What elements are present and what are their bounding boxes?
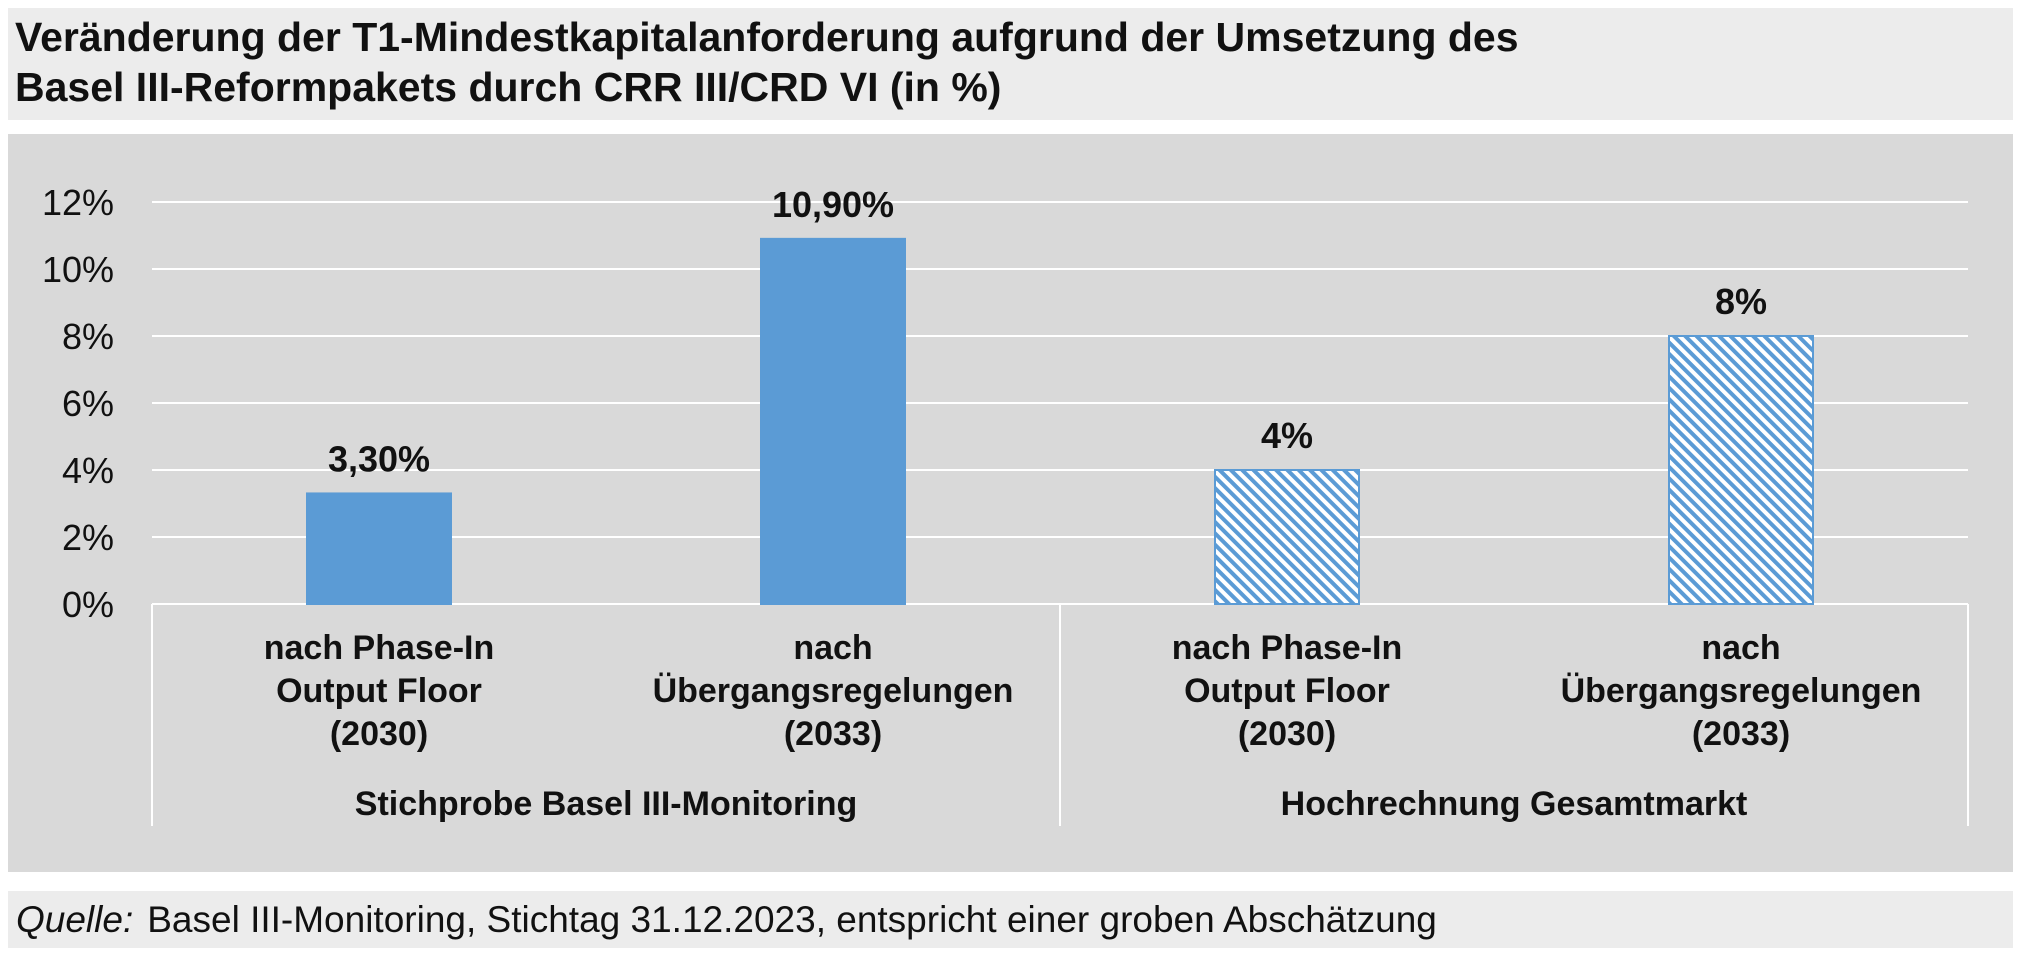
chart-title-line-1: Veränderung der T1-Mindestkapitalanforde… bbox=[15, 14, 1519, 60]
group-label: Hochrechnung Gesamtmarkt bbox=[1281, 785, 1748, 823]
y-tick-label: 4% bbox=[62, 450, 114, 491]
source-text: Basel III-Monitoring, Stichtag 31.12.202… bbox=[147, 899, 1437, 940]
y-tick-label: 2% bbox=[62, 517, 114, 558]
source-note: Quelle: Basel III-Monitoring, Stichtag 31… bbox=[16, 899, 1437, 941]
category-label: Übergangsregelungen bbox=[1561, 672, 1922, 710]
y-tick-label: 8% bbox=[62, 316, 114, 357]
y-tick-label: 6% bbox=[62, 383, 114, 424]
category-label: (2033) bbox=[784, 715, 882, 753]
data-label: 4% bbox=[1261, 415, 1313, 456]
category-label: (2033) bbox=[1692, 715, 1790, 753]
category-label: nach bbox=[793, 629, 872, 667]
bar bbox=[1214, 469, 1360, 605]
category-label: nach Phase-In bbox=[1172, 629, 1403, 667]
category-label: (2030) bbox=[1238, 715, 1336, 753]
bar bbox=[306, 492, 452, 606]
bar bbox=[760, 237, 906, 605]
y-tick-label: 0% bbox=[62, 584, 114, 625]
source-box: Quelle: Basel III-Monitoring, Stichtag 31… bbox=[8, 891, 2013, 948]
data-label: 8% bbox=[1715, 281, 1767, 322]
group-label: Stichprobe Basel III-Monitoring bbox=[355, 785, 857, 823]
chart-title-line-2: Basel III-Reformpakets durch CRR III/CRD… bbox=[15, 64, 1002, 110]
category-label: Übergangsregelungen bbox=[653, 672, 1014, 710]
category-label: Output Floor bbox=[1184, 672, 1390, 710]
bar bbox=[1668, 335, 1814, 605]
y-tick-label: 10% bbox=[42, 249, 114, 290]
chart-title-box: Veränderung der T1-Mindestkapitalanforde… bbox=[8, 8, 2013, 120]
category-label: nach bbox=[1701, 629, 1780, 667]
category-label: Output Floor bbox=[276, 672, 482, 710]
data-label: 10,90% bbox=[772, 184, 894, 225]
category-label: nach Phase-In bbox=[264, 629, 495, 667]
category-label: (2030) bbox=[330, 715, 428, 753]
data-label: 3,30% bbox=[328, 438, 430, 479]
y-tick-label: 12% bbox=[42, 182, 114, 223]
source-label: Quelle: bbox=[16, 899, 134, 940]
